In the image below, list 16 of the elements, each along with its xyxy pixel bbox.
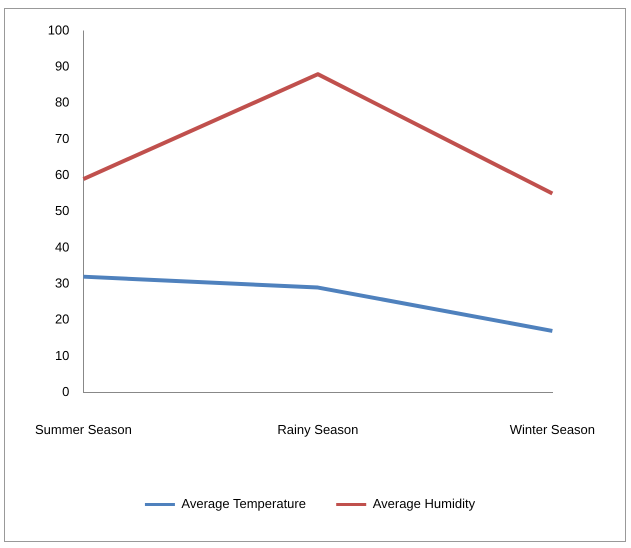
y-tick-label: 100 xyxy=(48,22,70,38)
y-tick-label: 0 xyxy=(62,384,70,399)
y-tick-label: 70 xyxy=(54,130,70,146)
y-tick-label: 80 xyxy=(54,94,70,110)
y-tick-label: 50 xyxy=(54,203,70,218)
x-tick-label: Summer Season xyxy=(34,422,132,437)
x-tick-label: Winter Season xyxy=(510,422,595,437)
y-tick-label: 90 xyxy=(54,58,70,74)
x-tick-label: Rainy Season xyxy=(277,422,358,437)
y-tick-label: 10 xyxy=(54,348,70,363)
y-tick-label: 30 xyxy=(54,276,70,290)
y-tick-label: 20 xyxy=(54,312,70,327)
y-tick-label: 40 xyxy=(54,239,70,254)
legend-label: Average Temperature xyxy=(181,496,306,512)
y-tick-label: 60 xyxy=(54,167,70,182)
legend-label: Average Humidity xyxy=(372,496,476,512)
